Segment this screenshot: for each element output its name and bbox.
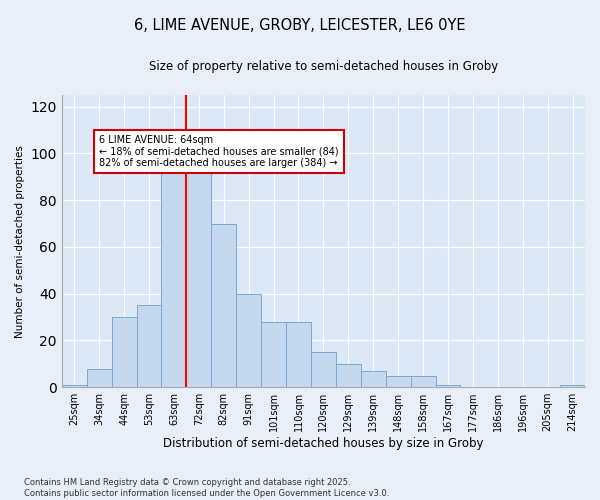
Y-axis label: Number of semi-detached properties: Number of semi-detached properties [15,144,25,338]
Bar [236,294,261,387]
Bar [211,224,236,387]
Bar [311,352,336,387]
Bar [137,306,161,387]
Text: 6 LIME AVENUE: 64sqm
← 18% of semi-detached houses are smaller (84)
82% of semi-: 6 LIME AVENUE: 64sqm ← 18% of semi-detac… [99,134,339,168]
Bar [112,317,137,387]
Bar [436,385,460,387]
Bar [62,385,87,387]
Bar [336,364,361,387]
Bar [386,376,410,387]
Bar [286,322,311,387]
Text: Contains HM Land Registry data © Crown copyright and database right 2025.
Contai: Contains HM Land Registry data © Crown c… [24,478,389,498]
Bar [560,385,585,387]
Bar [87,368,112,387]
Bar [187,134,211,387]
Text: 6, LIME AVENUE, GROBY, LEICESTER, LE6 0YE: 6, LIME AVENUE, GROBY, LEICESTER, LE6 0Y… [134,18,466,32]
Title: Size of property relative to semi-detached houses in Groby: Size of property relative to semi-detach… [149,60,498,73]
Bar [261,322,286,387]
Bar [410,376,436,387]
Bar [161,170,187,387]
X-axis label: Distribution of semi-detached houses by size in Groby: Distribution of semi-detached houses by … [163,437,484,450]
Bar [361,371,386,387]
